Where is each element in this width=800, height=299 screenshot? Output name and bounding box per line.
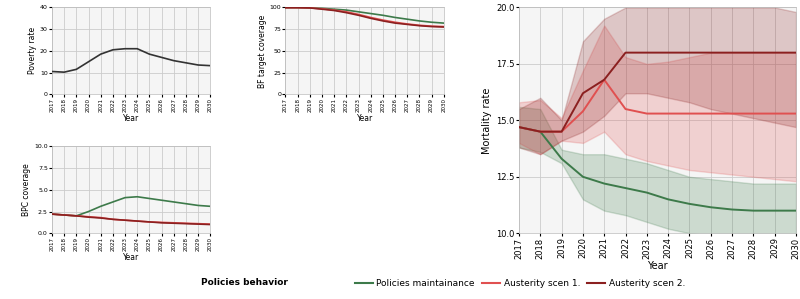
Y-axis label: Mortality rate: Mortality rate	[482, 87, 492, 153]
X-axis label: Year: Year	[647, 261, 668, 271]
X-axis label: Year: Year	[357, 114, 373, 123]
Legend: Policies maintainance, Austerity scen 1., Austerity scen 2.: Policies maintainance, Austerity scen 1.…	[351, 276, 689, 292]
Y-axis label: Poverty rate: Poverty rate	[28, 27, 37, 74]
X-axis label: Year: Year	[123, 114, 139, 123]
Y-axis label: BPC coverage: BPC coverage	[22, 164, 31, 216]
X-axis label: Year: Year	[123, 253, 139, 262]
Text: Policies behavior: Policies behavior	[201, 278, 288, 287]
Y-axis label: BF target coverage: BF target coverage	[258, 14, 267, 88]
